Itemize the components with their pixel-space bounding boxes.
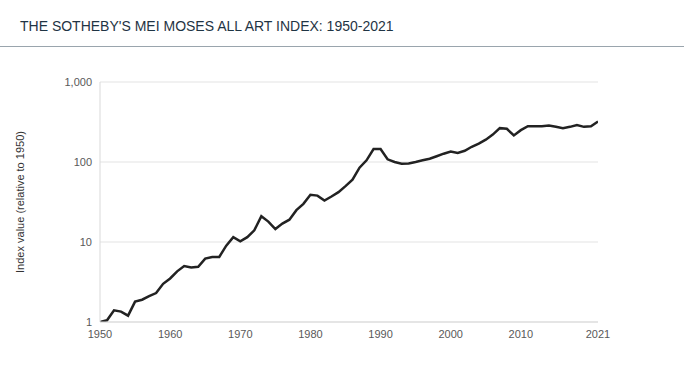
svg-text:1,000: 1,000 [64, 76, 92, 88]
svg-text:1980: 1980 [298, 328, 322, 340]
svg-text:100: 100 [74, 156, 92, 168]
svg-text:1970: 1970 [228, 328, 252, 340]
svg-text:1950: 1950 [88, 328, 112, 340]
svg-text:2010: 2010 [509, 328, 533, 340]
svg-text:1990: 1990 [368, 328, 392, 340]
svg-text:1: 1 [86, 316, 92, 328]
svg-text:Index value (relative to 1950): Index value (relative to 1950) [14, 131, 26, 273]
svg-text:2000: 2000 [438, 328, 462, 340]
svg-text:1960: 1960 [158, 328, 182, 340]
html-text:THE SOTHEBY'S MEI MOSES ALL AR: THE SOTHEBY'S MEI MOSES ALL ART INDEX: 1… [20, 18, 394, 34]
svg-text:2021: 2021 [586, 328, 610, 340]
svg-text:10: 10 [80, 236, 92, 248]
